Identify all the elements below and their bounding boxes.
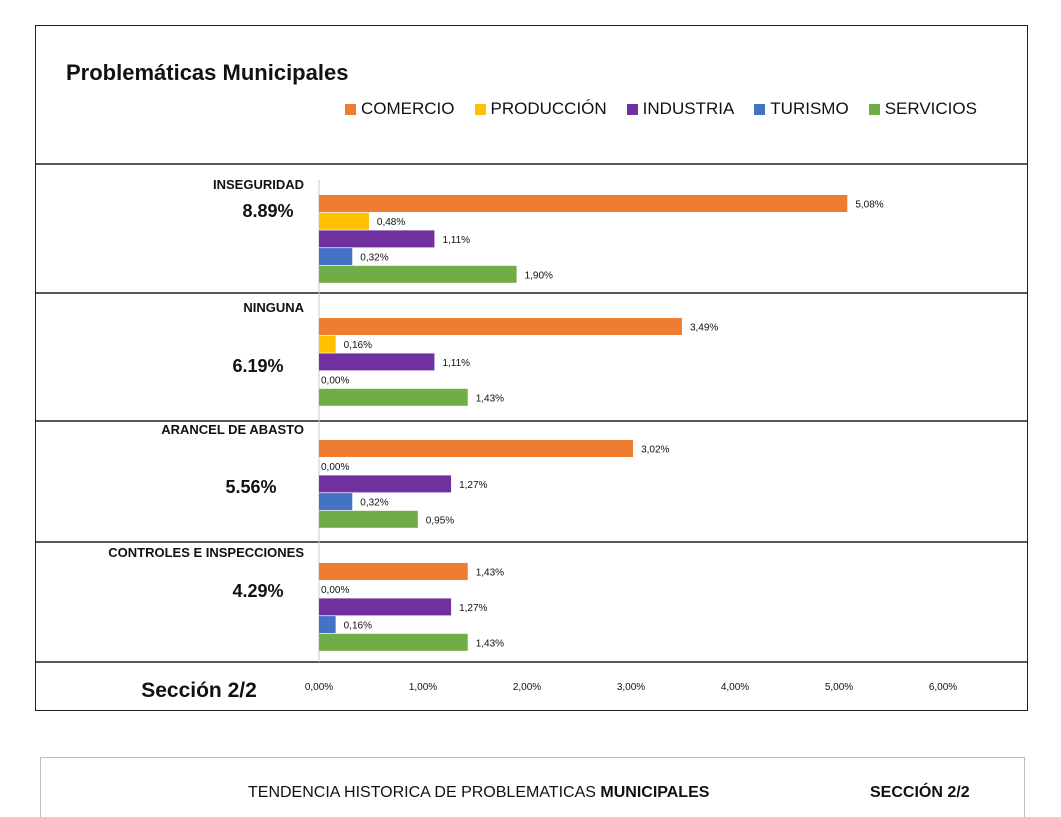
chart-title: Problemáticas Municipales (66, 60, 349, 85)
bar-turismo (319, 493, 353, 511)
bar-value-label: 0,48% (377, 217, 405, 228)
bar-industria (319, 598, 452, 616)
bar-servicios (319, 510, 418, 528)
category-total: 8.89% (242, 201, 293, 221)
x-tick-label: 6,00% (929, 682, 957, 693)
legend-label: TURISMO (770, 99, 849, 118)
x-tick-label: 4,00% (721, 682, 749, 693)
legend-item-3: TURISMO (754, 99, 849, 119)
legend-item-2: INDUSTRIA (626, 99, 735, 119)
bar-turismo (319, 248, 353, 266)
bar-comercio (319, 440, 634, 457)
bar-value-label: 0,16% (344, 340, 372, 351)
legend-swatch (626, 103, 638, 115)
bar-value-label: 0,00% (321, 585, 349, 596)
bar-value-label: 1,43% (476, 638, 504, 649)
legend-swatch (754, 103, 766, 115)
x-tick-label: 3,00% (617, 682, 645, 693)
bar-producción (319, 212, 369, 230)
bar-comercio (319, 563, 468, 580)
legend-swatch (345, 103, 356, 115)
category-label: ARANCEL DE ABASTO (161, 422, 304, 437)
footer-title-prefix: TENDENCIA HISTORICA DE PROBLEMATICAS (248, 784, 601, 801)
section-label: Sección 2/2 (141, 679, 257, 702)
legend-item-4: SERVICIOS (868, 99, 977, 119)
category-total: 6.19% (232, 356, 283, 376)
bar-value-label: 1,90% (525, 270, 553, 281)
bar-value-label: 1,43% (476, 568, 504, 579)
legend-swatch (474, 103, 486, 115)
legend-item-0: COMERCIO (345, 99, 455, 119)
legend-item-1: PRODUCCIÓN (474, 99, 607, 119)
bar-industria (319, 230, 435, 248)
x-tick-label: 1,00% (409, 682, 437, 693)
legend-label: COMERCIO (361, 99, 455, 118)
legend-label: INDUSTRIA (642, 99, 735, 118)
bar-servicios (319, 265, 517, 283)
bar-value-label: 3,02% (641, 445, 669, 456)
bar-value-label: 0,95% (426, 515, 454, 526)
bar-value-label: 1,11% (442, 235, 470, 246)
footer-title-bold: MUNICIPALES (600, 784, 710, 801)
legend-label: PRODUCCIÓN (490, 99, 607, 118)
bar-value-label: 0,00% (321, 376, 349, 387)
category-label: CONTROLES E INSPECCIONES (108, 545, 304, 560)
bar-chart: INSEGURIDAD 8.89% 5,08% 0,48% 1,11% 0,32% 1,90… (35, 163, 1028, 702)
footer-panel (40, 757, 1025, 817)
x-tick-label: 2,00% (513, 682, 541, 693)
bar-value-label: 1,43% (476, 393, 504, 404)
bar-value-label: 0,16% (344, 621, 372, 632)
legend-label: SERVICIOS (884, 99, 977, 118)
bar-value-label: 0,00% (321, 462, 349, 473)
category-label: NINGUNA (243, 300, 304, 315)
bar-value-label: 5,08% (855, 200, 883, 211)
bar-value-label: 0,32% (360, 498, 388, 509)
footer-section-label: SECCIÓN 2/2 (870, 784, 970, 801)
bar-turismo (319, 616, 336, 634)
bar-value-label: 1,27% (459, 480, 487, 491)
category-label: INSEGURIDAD (213, 177, 304, 192)
x-tick-label: 0,00% (305, 682, 333, 693)
bar-comercio (319, 195, 848, 212)
bar-comercio (319, 318, 682, 335)
footer-title: TENDENCIA HISTORICA DE PROBLEMATICAS MUN… (248, 784, 709, 802)
bar-producción (319, 335, 336, 353)
bar-industria (319, 475, 452, 493)
chart-legend: COMERCIO PRODUCCIÓN INDUSTRIA TURISMO SERVIC… (345, 98, 997, 120)
bar-servicios (319, 633, 468, 651)
bar-industria (319, 353, 435, 371)
bar-value-label: 1,27% (459, 603, 487, 614)
bar-value-label: 0,32% (360, 253, 388, 264)
bar-servicios (319, 388, 468, 406)
category-total: 5.56% (225, 477, 276, 497)
category-total: 4.29% (232, 581, 283, 601)
bar-value-label: 3,49% (690, 323, 718, 334)
bar-value-label: 1,11% (442, 358, 470, 369)
legend-swatch (868, 103, 880, 115)
chart-frame (35, 25, 1028, 711)
x-tick-label: 5,00% (825, 682, 853, 693)
